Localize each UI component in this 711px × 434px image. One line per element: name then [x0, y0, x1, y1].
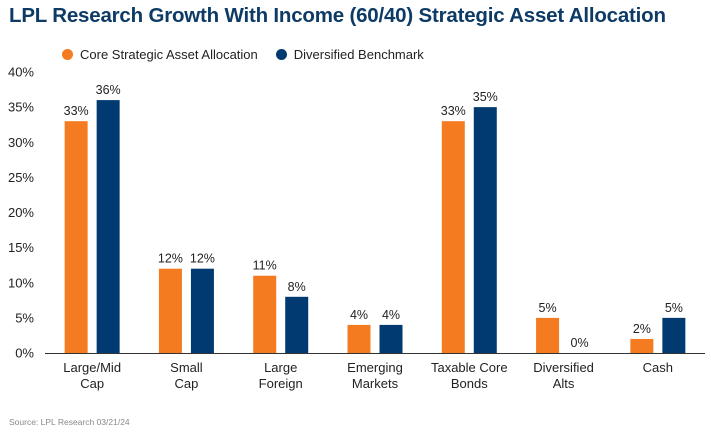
- y-tick-label: 25%: [8, 170, 34, 185]
- x-tick-label: Taxable Core: [431, 360, 508, 375]
- data-label: 0%: [571, 336, 589, 350]
- bar: [285, 296, 309, 353]
- legend-swatch-core: [62, 49, 73, 60]
- x-tick-label: Markets: [352, 376, 399, 391]
- x-tick-label: Cap: [174, 376, 198, 391]
- data-label: 5%: [539, 301, 557, 315]
- y-tick-label: 15%: [8, 240, 34, 255]
- bar: [158, 268, 182, 353]
- legend-item-benchmark: Diversified Benchmark: [275, 47, 424, 62]
- data-label: 12%: [190, 252, 215, 266]
- x-tick-label: Diversified: [533, 360, 594, 375]
- bar: [96, 100, 120, 353]
- x-tick-label: Bonds: [451, 376, 488, 391]
- source-note: Source: LPL Research 03/21/24: [9, 417, 130, 427]
- data-label: 35%: [473, 90, 498, 104]
- y-tick-label: 5%: [15, 310, 34, 325]
- bar: [347, 324, 371, 353]
- legend-label-core: Core Strategic Asset Allocation: [80, 47, 258, 62]
- y-tick-label: 40%: [8, 65, 34, 80]
- data-label: 5%: [665, 301, 683, 315]
- bar: [441, 121, 465, 353]
- legend-item-core: Core Strategic Asset Allocation: [62, 47, 258, 62]
- data-label: 33%: [64, 104, 89, 118]
- legend-label-benchmark: Diversified Benchmark: [293, 47, 424, 62]
- x-tick-label: Alts: [553, 376, 575, 391]
- y-tick-label: 20%: [8, 205, 34, 220]
- bar: [64, 121, 88, 353]
- x-tick-label: Cash: [643, 360, 673, 375]
- y-tick-label: 30%: [8, 135, 34, 150]
- y-tick-label: 0%: [15, 346, 34, 361]
- data-label: 8%: [288, 280, 306, 294]
- data-label: 12%: [158, 252, 183, 266]
- data-label: 33%: [441, 104, 466, 118]
- bar: [253, 275, 277, 353]
- bar: [190, 268, 214, 353]
- x-tick-label: Small: [170, 360, 203, 375]
- bar: [536, 317, 560, 353]
- bar: [473, 107, 497, 353]
- y-tick-label: 10%: [8, 275, 34, 290]
- bar: [630, 338, 654, 353]
- legend: Core Strategic Asset Allocation Diversif…: [62, 47, 442, 62]
- data-label: 2%: [633, 322, 651, 336]
- y-tick-label: 35%: [8, 100, 34, 115]
- legend-swatch-benchmark: [275, 49, 287, 60]
- bar: [379, 324, 403, 353]
- chart-title: LPL Research Growth With Income (60/40) …: [9, 4, 666, 27]
- x-tick-label: Foreign: [259, 376, 303, 391]
- data-label: 36%: [96, 83, 121, 97]
- x-tick-label: Large: [264, 360, 297, 375]
- data-label: 4%: [350, 308, 368, 322]
- x-tick-label: Emerging: [347, 360, 403, 375]
- data-label: 4%: [382, 308, 400, 322]
- x-tick-label: Cap: [80, 376, 104, 391]
- bar: [662, 317, 686, 353]
- x-tick-label: Large/Mid: [63, 360, 121, 375]
- data-label: 11%: [253, 259, 277, 273]
